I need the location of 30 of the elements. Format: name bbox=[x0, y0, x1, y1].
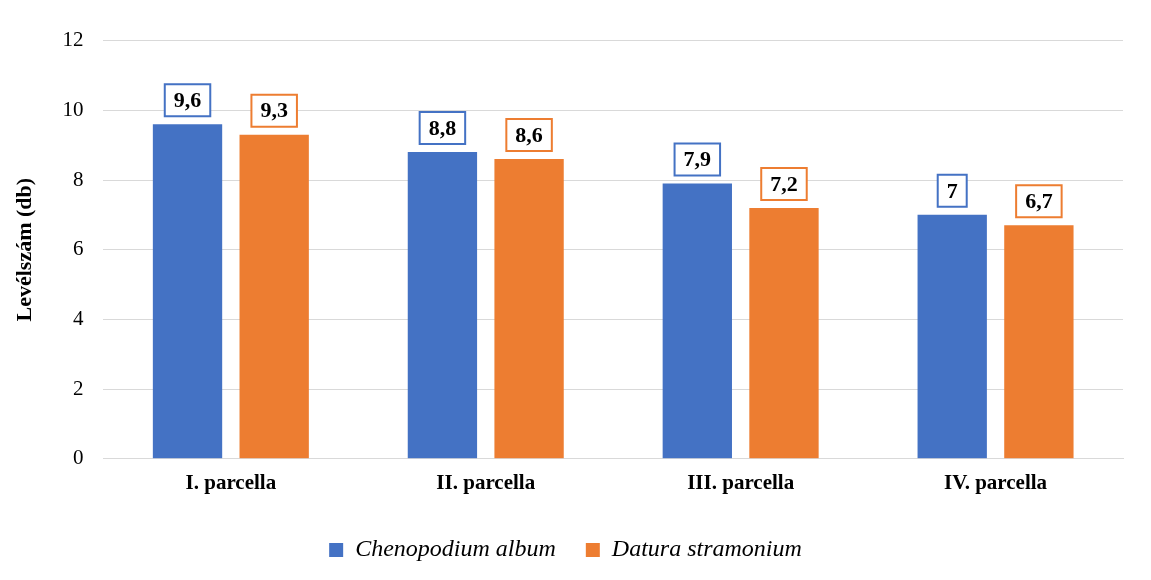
data-label: 7 bbox=[946, 177, 958, 203]
y-axis-title: Levélszám (db) bbox=[10, 177, 36, 322]
data-label: 6,7 bbox=[1025, 187, 1053, 213]
data-label: 8,8 bbox=[428, 114, 457, 140]
y-tick-label: 2 bbox=[72, 375, 84, 400]
bar bbox=[1004, 225, 1074, 459]
data-label: 8,6 bbox=[515, 121, 543, 147]
x-tick-label: I. parcella bbox=[185, 469, 277, 494]
bar bbox=[152, 124, 223, 459]
x-tick-label: IV. parcella bbox=[944, 469, 1048, 494]
y-tick-label: 10 bbox=[62, 96, 84, 121]
bar bbox=[662, 183, 732, 459]
bar bbox=[494, 159, 564, 459]
y-tick-label: 4 bbox=[72, 305, 84, 330]
bar bbox=[917, 214, 987, 459]
x-tick-label: III. parcella bbox=[687, 469, 795, 494]
data-label: 9,6 bbox=[173, 86, 202, 112]
bar bbox=[407, 152, 478, 459]
y-tick-label: 0 bbox=[72, 445, 84, 470]
y-tick-label: 8 bbox=[72, 166, 84, 191]
bar bbox=[749, 207, 819, 459]
y-tick-label: 12 bbox=[62, 27, 84, 52]
x-tick-label: II. parcella bbox=[436, 469, 536, 494]
bar bbox=[239, 134, 309, 459]
y-tick-label: 6 bbox=[72, 236, 84, 261]
legend-label: Datura stramonium bbox=[610, 535, 802, 562]
data-label: 9,3 bbox=[260, 97, 288, 123]
data-label: 7,9 bbox=[683, 146, 712, 172]
data-label: 7,2 bbox=[770, 170, 798, 196]
legend-label: Chenopodium album bbox=[355, 535, 556, 562]
